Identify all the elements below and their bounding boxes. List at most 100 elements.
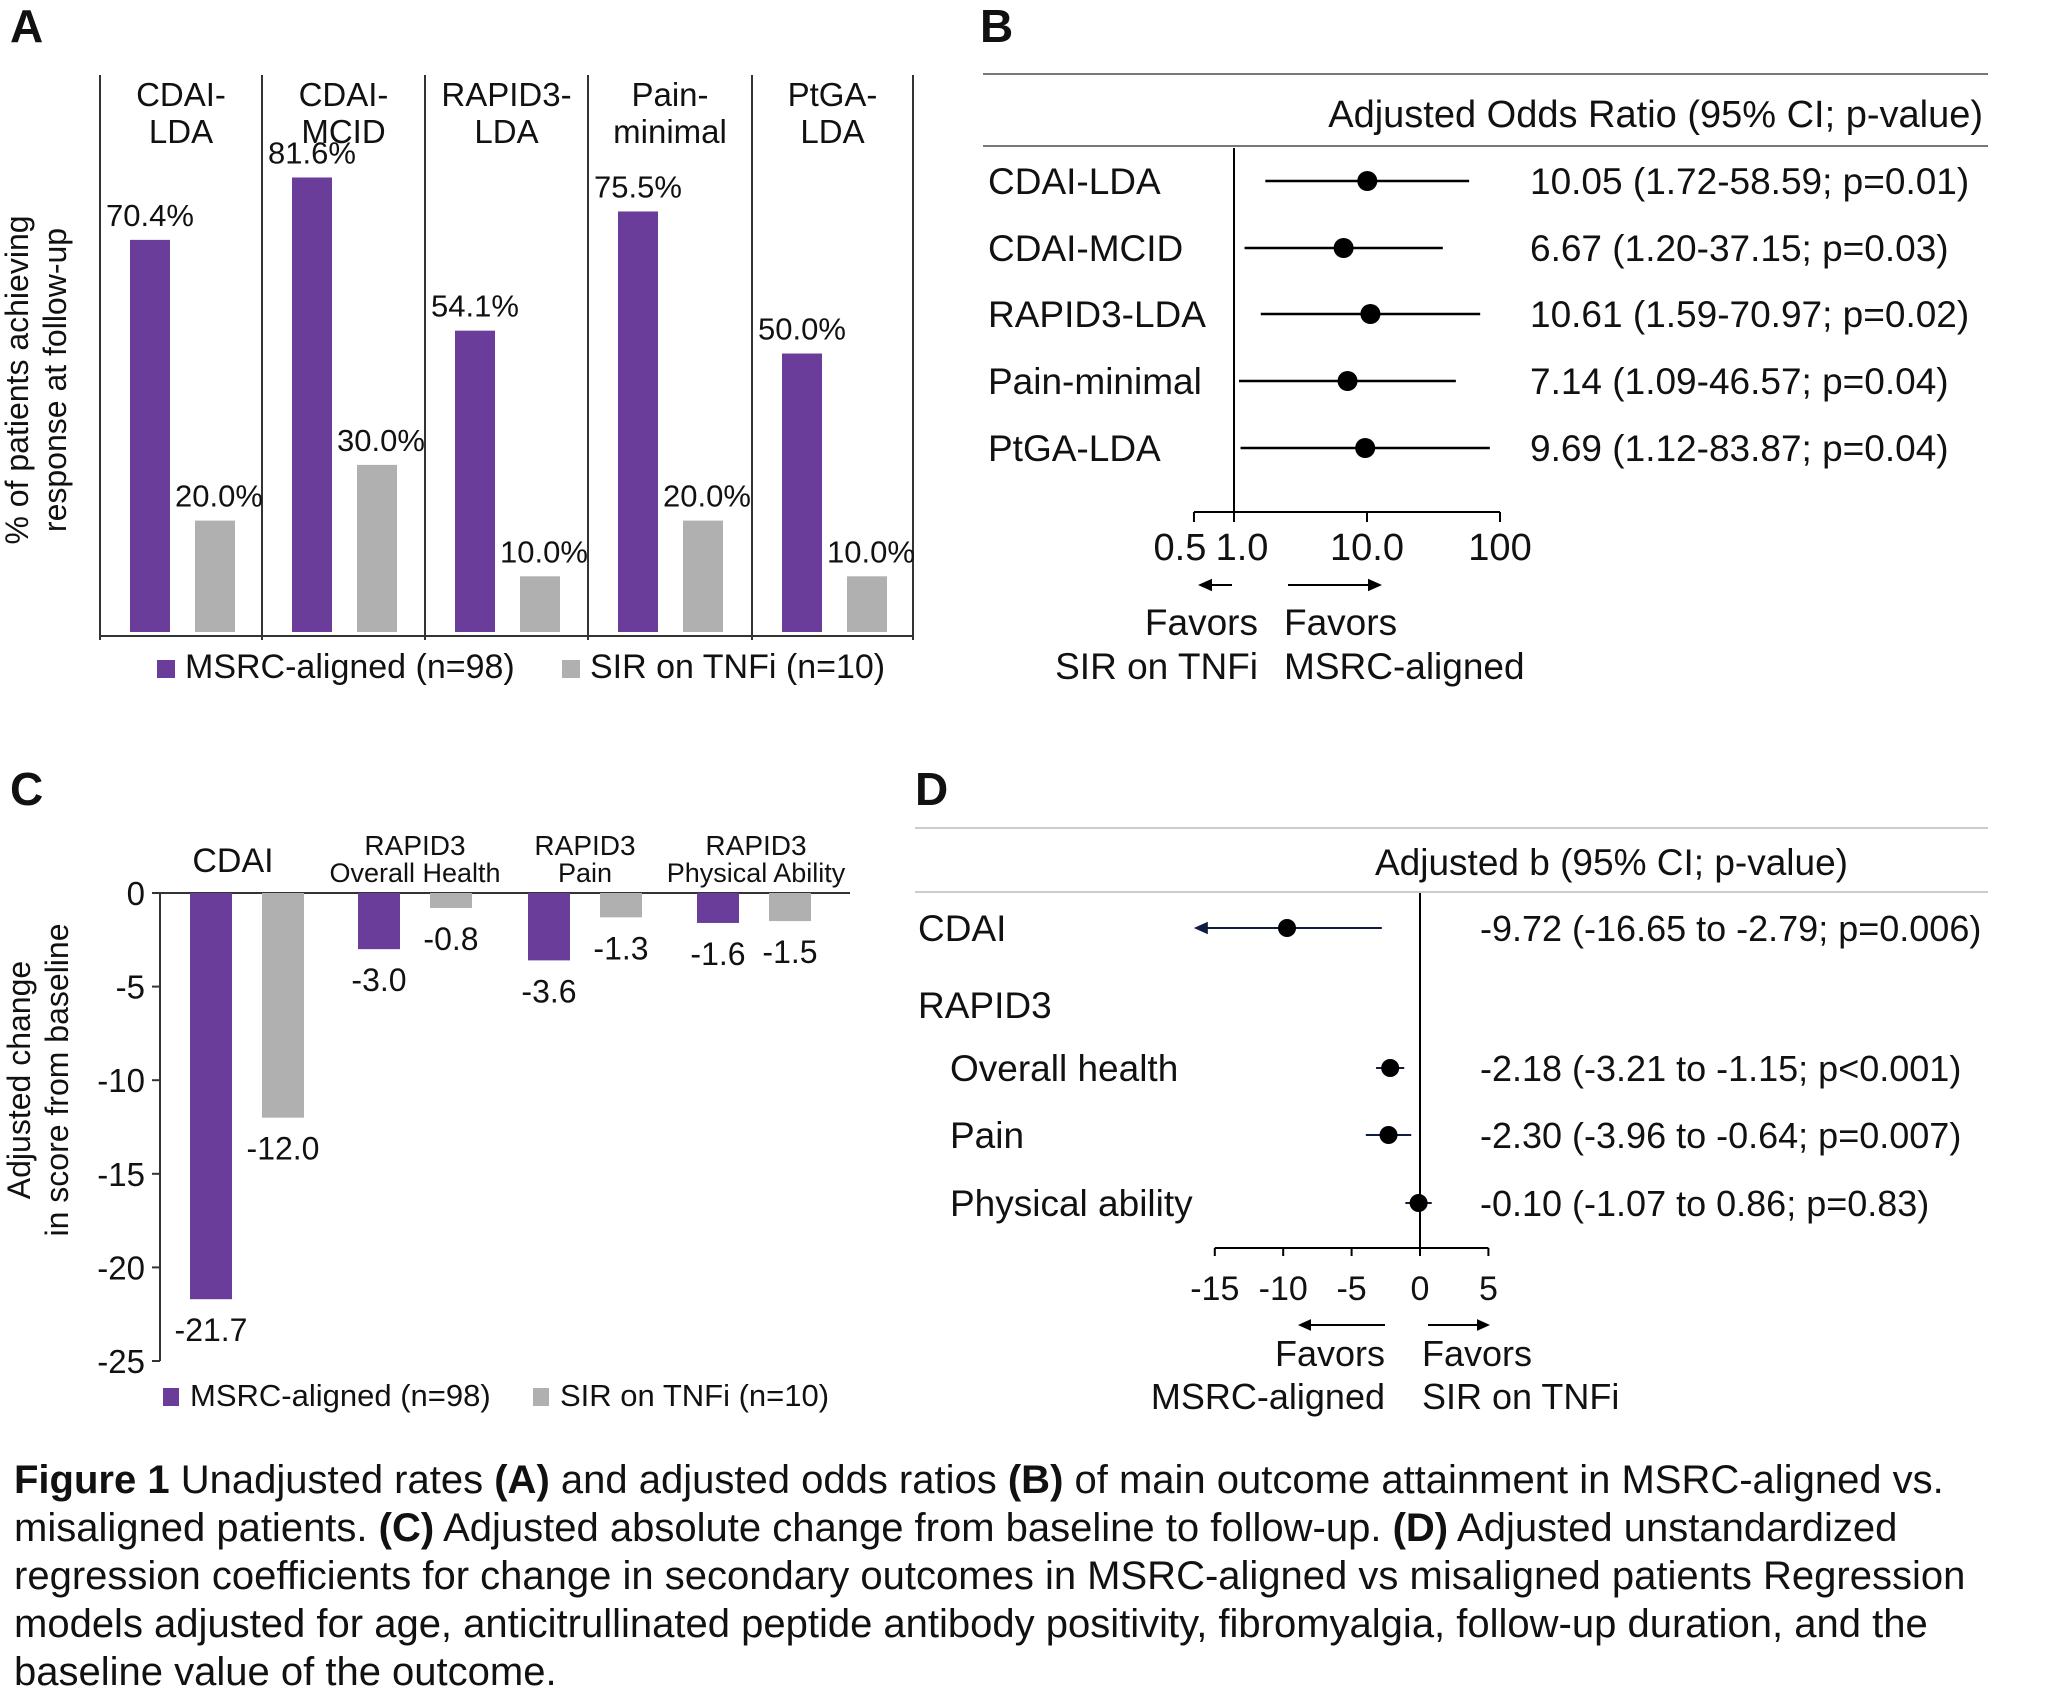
row-label: Overall health (950, 1048, 1178, 1089)
y-tick-label: -20 (97, 1249, 145, 1286)
estimate-point (1379, 1126, 1398, 1144)
caption-text-3: of main outcome attainment in MSRC-align… (14, 1458, 1944, 1550)
legend-swatch-msrc (163, 1388, 179, 1406)
y-axis-label-line: Adjusted change (1, 961, 37, 1199)
estimate-text: -0.10 (-1.07 to 0.86; p=0.83) (1480, 1183, 1929, 1224)
ci-truncation-arrowhead (1193, 921, 1208, 935)
x-tick-label: -10 (1259, 1270, 1308, 1308)
category-label: Pain (558, 858, 612, 888)
data-label: 20.0% (175, 479, 263, 514)
bar-msrc (455, 330, 495, 632)
y-tick-label: -5 (116, 969, 145, 1006)
bar-sir (195, 520, 235, 632)
bar-msrc (782, 353, 822, 632)
category-label: LDA (800, 113, 864, 150)
caption-text-5: Adjusted unstandardized regression coeff… (14, 1506, 1966, 1694)
panel-c-letter: C (10, 763, 43, 815)
legend-swatch-sir (533, 1388, 549, 1406)
category-label: Overall Health (329, 858, 500, 888)
x-tick-label: -5 (1336, 1270, 1366, 1308)
row-label: CDAI (918, 908, 1006, 949)
figure: A B C D % of patients achieving response … (0, 0, 1988, 1417)
row-label: Pain-minimal (988, 361, 1202, 402)
data-label: 30.0% (337, 423, 425, 458)
category-label: Physical Ability (667, 858, 846, 888)
legend-label-sir: SIR on TNFi (n=10) (560, 1378, 829, 1413)
data-label: 70.4% (106, 198, 194, 233)
estimate-text: 7.14 (1.09-46.57; p=0.04) (1530, 361, 1949, 402)
x-tick-label: 0 (1411, 1270, 1430, 1308)
estimate-point (1355, 438, 1376, 458)
data-label: 81.6% (268, 135, 356, 170)
bar-sir (847, 576, 887, 632)
estimate-point (1360, 304, 1381, 324)
caption-text-1: Unadjusted rates (169, 1458, 495, 1502)
data-label: 50.0% (758, 312, 846, 347)
bar-sir (430, 893, 472, 908)
y-axis-label-line: in score from baseline (39, 923, 75, 1236)
row-label: PtGA-LDA (988, 428, 1161, 469)
y-axis-label-line: response at follow-up (37, 228, 73, 532)
x-tick-label: 0.5 (1154, 527, 1207, 569)
row-label: CDAI-LDA (988, 161, 1161, 202)
caption-ref-c: (C) (378, 1506, 435, 1550)
category-label: RAPID3- (441, 76, 571, 113)
caption-ref-d: (D) (1392, 1506, 1449, 1550)
favors-right-arrowhead (1368, 578, 1382, 592)
bar-msrc (130, 239, 170, 632)
favors-left-arrowhead (1198, 578, 1212, 592)
data-label: -1.6 (690, 936, 745, 972)
estimate-point (1381, 1059, 1400, 1077)
row-label: Physical ability (950, 1183, 1193, 1224)
data-label: -3.6 (521, 973, 576, 1009)
data-label: -1.5 (762, 934, 817, 970)
category-label: RAPID3 (705, 830, 806, 861)
x-tick-label: 5 (1479, 1270, 1498, 1308)
x-tick-label: 100 (1468, 527, 1531, 569)
category-label: Pain- (631, 76, 708, 113)
bar-sir (600, 893, 642, 918)
panel-d-letter: D (915, 763, 948, 815)
forest-title: Adjusted Odds Ratio (95% CI; p-value) (1328, 94, 1983, 136)
data-label: 20.0% (663, 479, 751, 514)
legend-label-msrc: MSRC-aligned (n=98) (190, 1378, 491, 1413)
caption-ref-b: (B) (1007, 1458, 1064, 1502)
x-tick-label: -15 (1190, 1270, 1239, 1308)
y-axis-label: % of patients achieving response at follo… (0, 215, 73, 544)
data-label: -12.0 (247, 1131, 320, 1167)
estimate-text: 6.67 (1.20-37.15; p=0.03) (1530, 228, 1949, 269)
legend-label-sir: SIR on TNFi (n=10) (590, 648, 885, 686)
group-label: RAPID3 (918, 985, 1052, 1026)
y-axis-label: Adjusted change in score from baseline (1, 923, 75, 1236)
bar-sir (683, 520, 723, 632)
favors-left-label: MSRC-aligned (1151, 1376, 1385, 1417)
x-tick-label: 10.0 (1330, 527, 1404, 569)
panel-a-letter: A (10, 0, 43, 52)
estimate-text: -2.18 (-3.21 to -1.15; p<0.001) (1480, 1048, 1961, 1089)
bar-sir (769, 893, 811, 922)
forest-title: Adjusted b (95% CI; p-value) (1375, 842, 1848, 883)
estimate-point (1409, 1194, 1428, 1212)
category-label: CDAI (192, 842, 273, 880)
caption-text-2: and adjusted odds ratios (549, 1458, 1008, 1502)
category-label: RAPID3 (534, 830, 635, 861)
favors-right-label: Favors (1284, 602, 1397, 643)
category-label: LDA (149, 113, 213, 150)
row-label: RAPID3-LDA (988, 294, 1206, 335)
bar-msrc (190, 893, 232, 1300)
favors-right-label: MSRC-aligned (1284, 646, 1525, 687)
favors-left-label: Favors (1275, 1333, 1385, 1374)
data-label: 10.0% (827, 534, 915, 569)
legend-label-msrc: MSRC-aligned (n=98) (185, 648, 515, 686)
y-tick-label: -15 (97, 1156, 145, 1193)
caption-label: Figure 1 (14, 1458, 170, 1502)
category-label: RAPID3 (364, 830, 465, 861)
legend-swatch-sir (562, 660, 580, 678)
estimate-point (1337, 371, 1358, 391)
data-label: -21.7 (175, 1312, 248, 1348)
data-label: -1.3 (593, 930, 648, 966)
data-label: -3.0 (351, 962, 406, 998)
y-tick-label: 0 (127, 875, 145, 912)
figure-caption: Figure 1 Unadjusted rates (A) and adjust… (14, 1456, 2039, 1696)
row-label: CDAI-MCID (988, 228, 1183, 269)
